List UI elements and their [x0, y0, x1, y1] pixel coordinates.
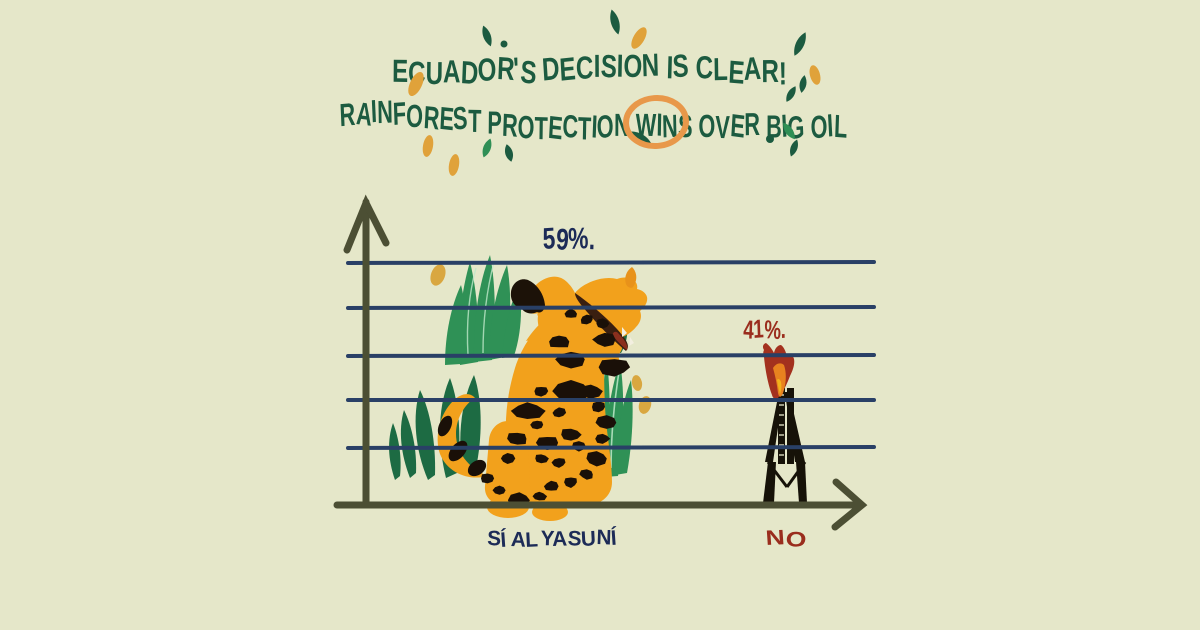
- svg-text:59%.: 59%.: [542, 222, 596, 257]
